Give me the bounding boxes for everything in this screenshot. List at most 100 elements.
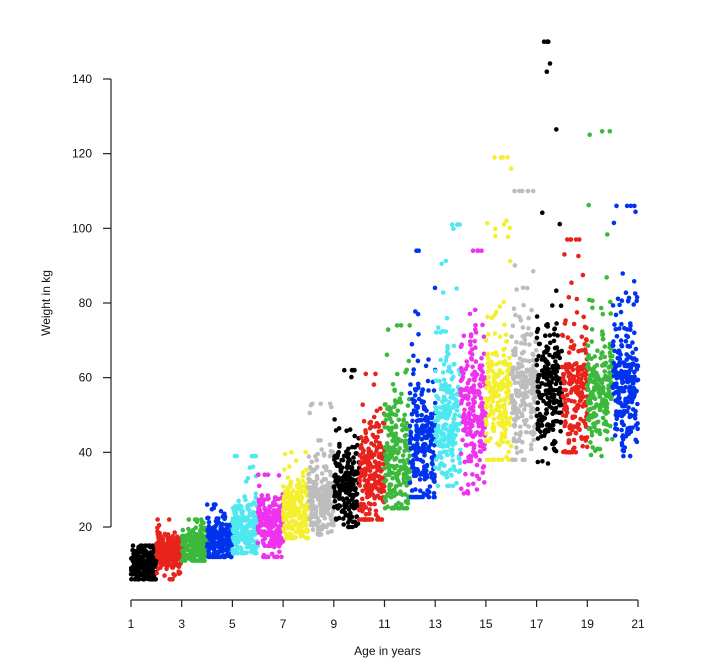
data-point — [286, 513, 292, 519]
data-point — [511, 438, 517, 444]
data-point — [303, 450, 308, 455]
data-point — [341, 522, 347, 527]
data-point — [330, 449, 336, 455]
data-point — [499, 431, 505, 436]
data-point — [631, 374, 636, 380]
data-point — [488, 367, 493, 372]
data-point — [512, 422, 518, 428]
data-point — [429, 421, 435, 426]
data-point — [441, 394, 447, 400]
data-point — [461, 370, 466, 376]
data-point — [467, 311, 473, 317]
data-point — [432, 285, 438, 291]
data-point — [544, 344, 549, 350]
data-point — [597, 407, 603, 413]
data-point — [510, 323, 516, 329]
data-point — [283, 531, 289, 537]
data-point — [536, 417, 542, 423]
data-point — [597, 428, 602, 433]
data-point — [371, 382, 377, 387]
data-point — [135, 552, 141, 557]
data-point — [458, 447, 463, 453]
data-point — [632, 369, 637, 375]
data-point — [337, 444, 342, 449]
data-point — [336, 503, 342, 508]
data-point — [536, 427, 541, 432]
data-point — [426, 388, 431, 393]
data-point — [514, 411, 519, 417]
data-point — [397, 482, 403, 488]
data-point — [432, 418, 438, 424]
data-point — [415, 456, 420, 462]
data-point — [428, 448, 433, 454]
data-point — [223, 530, 228, 536]
data-point — [522, 422, 528, 427]
data-point — [514, 287, 519, 292]
data-point — [399, 391, 404, 397]
data-point — [232, 510, 237, 516]
data-point — [445, 343, 450, 349]
data-point — [569, 338, 574, 344]
data-point — [232, 534, 237, 539]
data-point — [404, 474, 410, 480]
data-point — [308, 522, 314, 528]
data-point — [558, 381, 564, 386]
data-point — [313, 454, 318, 459]
data-point — [379, 517, 385, 522]
data-point — [350, 519, 356, 525]
data-point — [293, 535, 299, 540]
series-age-8 — [306, 401, 336, 537]
data-point — [349, 497, 355, 502]
data-point — [631, 279, 637, 284]
data-point — [484, 431, 489, 436]
data-point — [494, 362, 499, 367]
data-point — [585, 387, 591, 392]
data-point — [390, 382, 396, 387]
data-point — [323, 477, 329, 482]
data-point — [484, 379, 490, 385]
data-point — [577, 427, 582, 433]
series-age-4 — [204, 502, 235, 560]
data-point — [333, 472, 338, 478]
data-point — [585, 343, 591, 349]
data-point — [473, 359, 479, 364]
data-point — [384, 494, 390, 499]
data-point — [205, 527, 210, 533]
data-point — [547, 352, 552, 358]
data-point — [528, 332, 533, 338]
data-point — [206, 515, 211, 521]
data-point — [571, 437, 577, 443]
data-point — [327, 491, 333, 496]
data-point — [503, 427, 509, 433]
data-point — [457, 222, 462, 227]
data-point — [551, 332, 557, 337]
data-point — [562, 423, 567, 429]
data-point — [630, 340, 635, 345]
data-point — [526, 389, 532, 395]
data-point — [510, 365, 516, 371]
data-point — [294, 458, 299, 464]
y-tick-label: 140 — [72, 72, 92, 86]
data-point — [538, 413, 543, 418]
data-point — [404, 367, 410, 373]
data-point — [425, 433, 431, 439]
data-point — [466, 482, 471, 488]
data-point — [348, 493, 353, 498]
data-point — [461, 418, 467, 424]
data-point — [514, 408, 520, 413]
data-point — [422, 452, 427, 458]
data-point — [561, 387, 566, 393]
data-point — [409, 446, 415, 451]
data-point — [629, 399, 635, 405]
data-point — [562, 252, 567, 257]
data-point — [424, 408, 429, 414]
data-point — [373, 371, 378, 377]
data-point — [475, 248, 480, 253]
data-point — [230, 546, 235, 552]
data-point — [172, 544, 178, 550]
data-point — [150, 577, 155, 582]
data-point — [374, 421, 380, 426]
data-point — [191, 551, 196, 556]
data-point — [552, 387, 557, 393]
data-point — [404, 506, 410, 511]
